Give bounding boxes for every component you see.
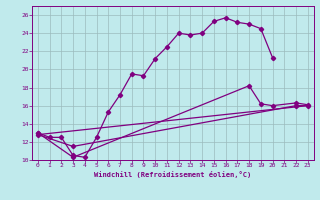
X-axis label: Windchill (Refroidissement éolien,°C): Windchill (Refroidissement éolien,°C) [94, 171, 252, 178]
